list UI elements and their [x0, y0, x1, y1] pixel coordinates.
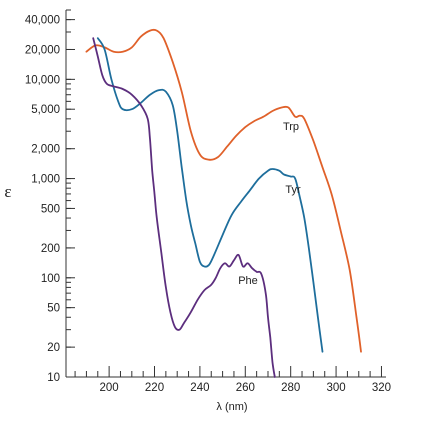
x-tick-label: 220 — [145, 382, 164, 394]
y-tick-label: 20,000 — [25, 44, 60, 56]
x-tick-label: 280 — [281, 382, 300, 394]
series-line-trp — [85, 28, 362, 353]
series-label-phe: Phe — [238, 275, 258, 287]
x-axis: 200 220 240 260 280 300 320 — [66, 366, 391, 394]
series-label-tyr: Tyr — [285, 184, 301, 196]
y-tick-label: 5,000 — [31, 104, 60, 116]
y-tick-label: 2,000 — [31, 144, 60, 156]
y-tick-label: 10 — [47, 372, 60, 384]
y-tick-label: 50 — [47, 303, 60, 315]
y-tick-label: 40,000 — [25, 15, 60, 27]
x-tick-label: 240 — [190, 382, 209, 394]
y-axis: 10 20 50 100 200 500 1,000 2,000 5,000 10,000 20,0… — [25, 9, 75, 384]
x-tick-label: 200 — [100, 382, 119, 394]
x-tick-label: 320 — [372, 382, 391, 394]
series-labels: Trp Tyr Phe — [238, 121, 301, 287]
series-label-trp: Trp — [283, 121, 299, 133]
y-tick-label: 200 — [41, 243, 60, 255]
series-layer — [85, 28, 362, 378]
y-tick-label: 10,000 — [25, 74, 60, 86]
x-tick-label: 300 — [326, 382, 345, 394]
y-axis-title: ε — [4, 182, 11, 201]
series-line-phe — [92, 37, 276, 378]
y-tick-label: 1,000 — [31, 174, 60, 186]
y-tick-label: 100 — [41, 273, 60, 285]
series-line-tyr — [96, 37, 324, 353]
y-tick-label: 20 — [47, 342, 60, 354]
x-tick-label: 260 — [236, 382, 255, 394]
y-tick-label: 500 — [41, 203, 60, 215]
x-axis-title: λ (nm) — [216, 401, 247, 413]
